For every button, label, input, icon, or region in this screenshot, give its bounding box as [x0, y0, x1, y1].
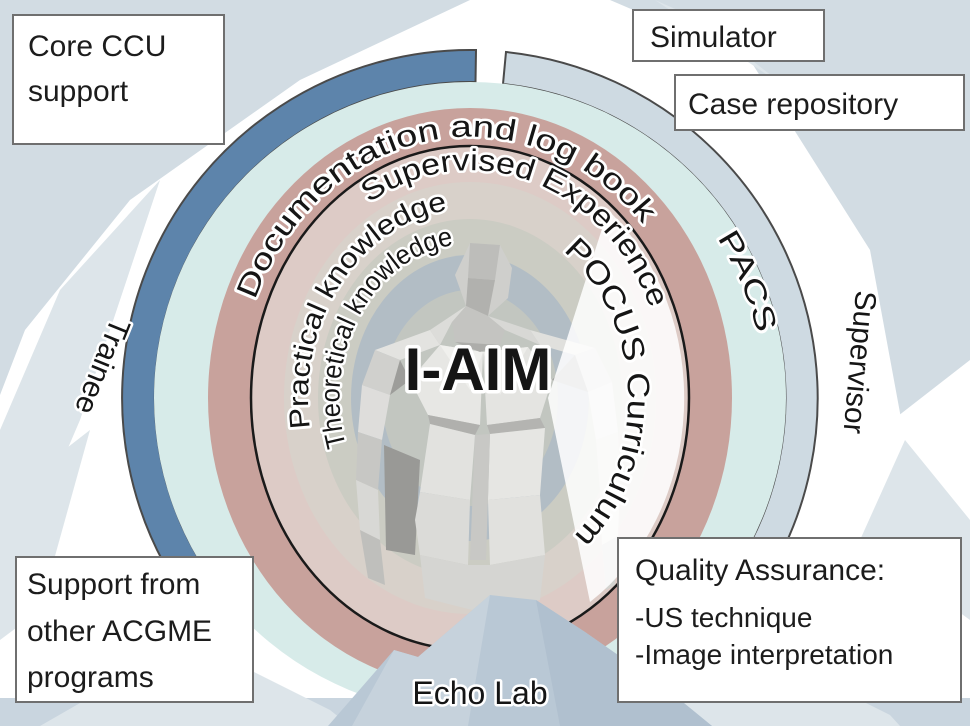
quality-assurance-item-us-technique: -US technique	[635, 601, 813, 633]
quality-assurance-item-image-interpretation: -Image interpretation	[635, 639, 894, 671]
acgme-support-box: Support from other ACGME programs	[15, 556, 254, 703]
mountain-light-facet	[352, 595, 490, 726]
simulator-box: Simulator	[632, 9, 825, 62]
background-right-notch	[880, 360, 970, 520]
case-repository-box: Case repository	[674, 74, 965, 131]
quality-assurance-title: Quality Assurance:	[635, 554, 886, 587]
pocus-curriculum-wedge	[548, 210, 685, 602]
echo-lab-label: Echo Lab	[412, 675, 547, 711]
core-ccu-support-box: Core CCU support	[12, 14, 225, 145]
quality-assurance-box: Quality Assurance: -US technique -Image …	[617, 537, 962, 703]
supervisor-label: Supervisor	[837, 289, 882, 435]
center-label-i-aim: I-AIM	[405, 336, 552, 403]
